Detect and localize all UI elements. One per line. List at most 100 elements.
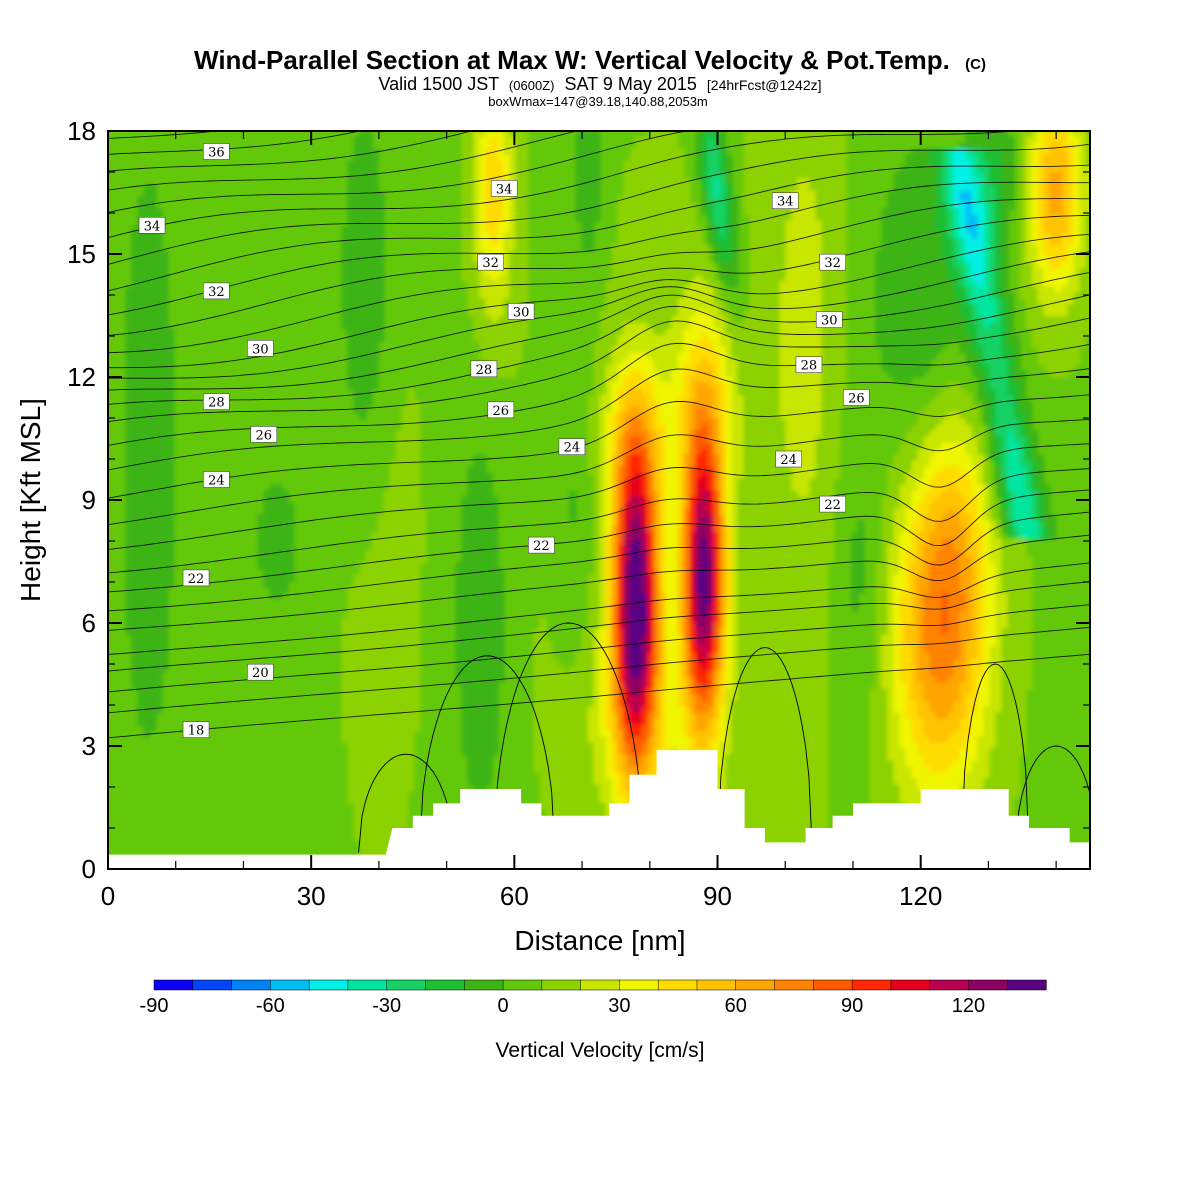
colorbar-swatch [619, 979, 659, 991]
contour-label: 24 [203, 471, 230, 489]
theta-contour-line [108, 581, 1090, 672]
theta-contour-line [108, 394, 1090, 499]
theta-contour-line [960, 663, 1030, 853]
contour-label: 24 [558, 438, 586, 456]
contour-label: 22 [819, 495, 846, 513]
theta-contour-line [108, 562, 1090, 656]
colorbar-swatch [270, 979, 310, 991]
colorbar-swatch [813, 979, 853, 991]
theta-contour-line [108, 131, 690, 213]
theta-contour-line [717, 647, 813, 853]
contour-label-text: 32 [824, 256, 841, 271]
y-tick-label: 9 [82, 485, 96, 515]
theta-contour-line [108, 534, 1090, 631]
contour-label: 18 [182, 721, 210, 739]
contour-label: 34 [490, 180, 518, 197]
theta-contour-labels: 36 34 34 34 32 32 32 30 30 30 28 28 28 26 26 26 24 24 24 22… [138, 143, 870, 739]
valid-time-line: Valid 1500 JST (0600Z) SAT 9 May 2015 [2… [378, 74, 821, 94]
colorbar-swatch [851, 979, 892, 991]
theta-contour-line [419, 655, 556, 853]
contour-label-text: 28 [476, 363, 493, 378]
contour-label-text: 26 [255, 428, 272, 443]
theta-contour-line [108, 131, 579, 191]
colorbar-swatch [696, 979, 737, 991]
contour-label: 32 [819, 253, 846, 271]
contour-label-text: 26 [848, 392, 865, 407]
y-tick-label: 3 [82, 731, 96, 761]
contour-label-text: 28 [801, 359, 818, 374]
theta-contour-line [108, 164, 1090, 292]
copyright-mark: (C) [965, 56, 986, 73]
theta-contour-line [108, 653, 1090, 739]
colorbar-tick-label: -90 [140, 995, 169, 1017]
theta-contour-line [108, 271, 1090, 391]
colorbar-swatch [735, 979, 776, 991]
theta-contour-line [493, 622, 644, 853]
theta-contour-line [108, 294, 1090, 405]
colorbar-swatch [541, 979, 582, 991]
contour-label: 32 [477, 253, 504, 271]
colorbar-swatch [1006, 979, 1047, 991]
colorbar-tick-label: 60 [725, 995, 747, 1017]
contour-label-text: 34 [144, 219, 161, 234]
contour-label: 30 [247, 339, 274, 357]
theta-contour-line [358, 753, 454, 853]
colorbar-swatch [580, 979, 621, 991]
colorbar-swatch [929, 979, 970, 991]
y-axis-label: Height [Kft MSL] [15, 398, 46, 602]
theta-contour-line [108, 143, 1090, 265]
colorbar-tick-label: 30 [608, 995, 630, 1017]
y-tick-label: 0 [82, 854, 96, 884]
contour-label: 22 [528, 536, 555, 554]
colorbar-swatch [464, 979, 504, 991]
theta-contour-line [108, 468, 1090, 574]
contour-label-text: 18 [188, 724, 205, 739]
colorbar-swatch [386, 979, 427, 991]
x-tick-label: 0 [101, 881, 115, 911]
contour-label: 20 [247, 663, 274, 681]
colorbar-swatch [192, 979, 233, 991]
contour-label: 30 [815, 311, 843, 329]
x-tick-label: 120 [899, 881, 942, 911]
contour-label-text: 22 [533, 539, 550, 554]
colorbar-tick-label: 0 [497, 995, 508, 1017]
x-axis-label: Distance [nm] [514, 925, 685, 956]
contour-label: 32 [203, 282, 230, 300]
colorbar-swatch [308, 979, 349, 991]
contour-label-text: 30 [513, 305, 530, 320]
contour-label-text: 26 [493, 404, 510, 419]
contour-label-text: 28 [208, 396, 225, 411]
colorbar-swatch [231, 979, 272, 991]
colorbar: -90 -60 -30 0 30 60 90 120 [140, 979, 1047, 1017]
theta-contour-line [1015, 745, 1090, 853]
y-tick-label: 12 [67, 362, 96, 392]
contour-label-text: 24 [208, 474, 225, 489]
theta-contour-line [108, 181, 1090, 316]
contour-label-text: 32 [208, 285, 225, 300]
contour-label: 28 [470, 360, 498, 378]
chart-title: Wind-Parallel Section at Max W: Vertical… [194, 45, 986, 75]
contour-label-text: 24 [780, 453, 797, 468]
x-tick-label: 30 [297, 881, 326, 911]
contour-label: 28 [795, 356, 823, 374]
colorbar-swatch [890, 979, 931, 991]
colorbar-tick-label: -30 [372, 995, 401, 1017]
x-tick-label: 90 [703, 881, 732, 911]
contour-label-text: 34 [777, 195, 794, 210]
contour-label: 34 [771, 192, 799, 210]
colorbar-tick-label: 120 [952, 995, 985, 1017]
theta-contour-line [108, 251, 1090, 379]
colorbar-tick-label: -60 [256, 995, 285, 1017]
colorbar-swatch [774, 979, 814, 991]
theta-contour-line [108, 489, 1090, 593]
contour-label: 30 [507, 303, 535, 320]
contour-label: 36 [203, 143, 230, 161]
terrain-mask [108, 750, 1090, 869]
colorbar-swatch [425, 979, 465, 991]
y-tick-label: 18 [67, 116, 96, 146]
contour-label: 26 [250, 426, 278, 443]
contour-label: 22 [182, 569, 210, 587]
